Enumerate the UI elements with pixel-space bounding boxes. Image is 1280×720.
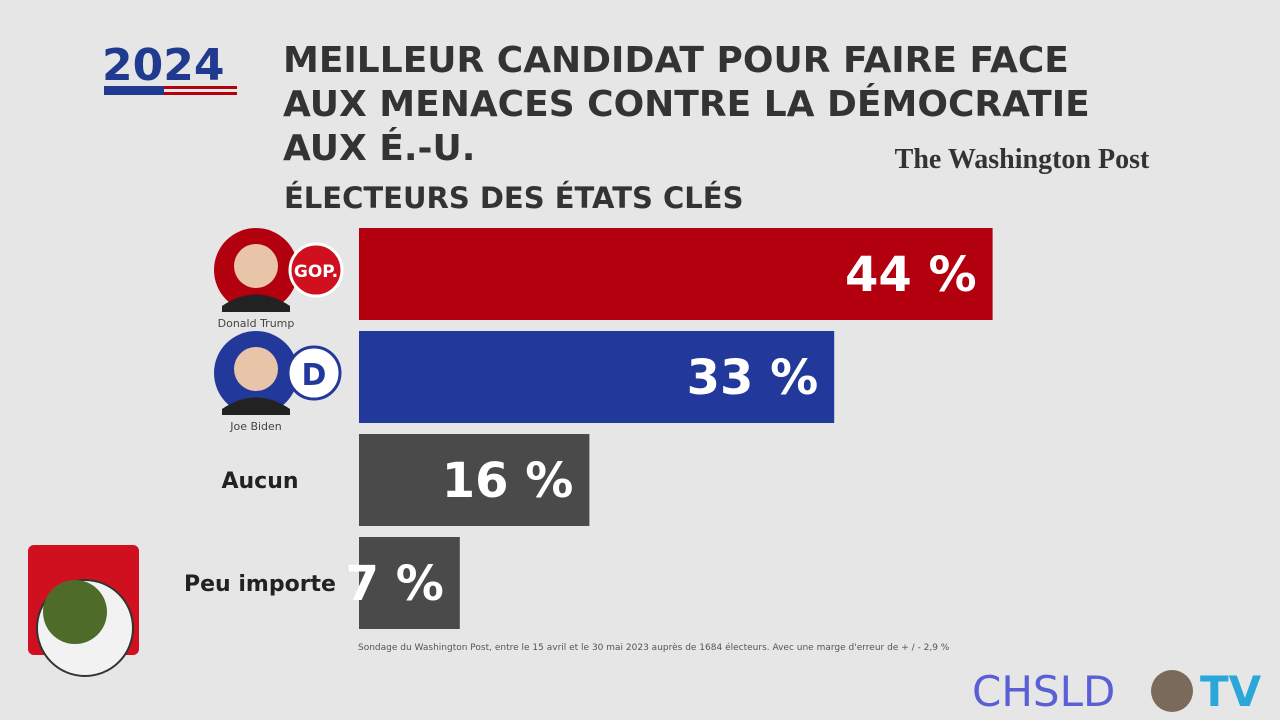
watermark: CHSLD [972,667,1115,716]
candidate-suit [222,397,290,415]
publisher: The Washington Post [895,144,1150,175]
bar [359,331,835,423]
value-label: 33 % [687,350,819,406]
value-label: 16 % [442,453,574,509]
category-label: Peu importe [184,572,336,597]
source-note: Sondage du Washington Post, entre le 15 … [358,642,950,653]
candidate-face [234,244,278,288]
subtitle: ÉLECTEURS DES ÉTATS CLÉS [284,181,743,215]
watermark: TV [1200,667,1262,716]
chart-title: MEILLEUR CANDIDAT POUR FAIRE FACE [283,40,1069,81]
category-label: Donald Trump [218,317,295,330]
logo-stripe [104,92,237,95]
party-badge-label: D [302,358,327,393]
category-label: Aucun [221,469,298,494]
chart-title: AUX MENACES CONTRE LA DÉMOCRATIE [283,83,1090,125]
bar [359,228,993,320]
party-badge-label: GOP. [294,262,338,282]
mascot-helmet [43,580,107,644]
category-label: Joe Biden [229,420,282,433]
party-badge [288,242,344,298]
value-label: 44 % [845,247,977,303]
logo-stripe [104,86,237,89]
logo: 2024 [102,40,224,91]
bar [359,537,460,629]
value-label: 7 % [346,556,444,612]
party-badge [286,345,342,401]
candidate-face [234,347,278,391]
logo-stripe [104,86,164,95]
bar [359,434,590,526]
candidate-suit [222,294,290,312]
watermark-icon [1151,670,1193,712]
chart-title: AUX É.-U. [283,127,475,169]
